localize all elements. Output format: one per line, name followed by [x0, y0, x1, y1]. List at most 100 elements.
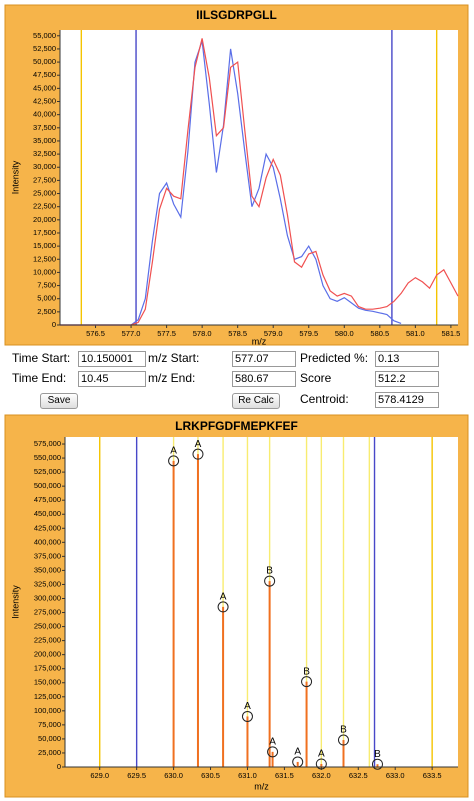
y-tick-label: 20,000	[33, 215, 56, 224]
x-tick-label: 581.5	[442, 329, 461, 338]
field-label: m/z End:	[148, 371, 196, 385]
y-tick-label: 550,000	[34, 453, 61, 462]
y-tick-label: 575,000	[34, 439, 61, 448]
x-tick-label: 578.0	[193, 329, 212, 338]
y-tick-label: 5,000	[37, 294, 56, 303]
y-tick-label: 17,500	[33, 228, 56, 237]
y-tick-label: 25,000	[33, 189, 56, 198]
field-label: Predicted %:	[300, 351, 369, 365]
y-tick-label: 200,000	[34, 650, 61, 659]
x-tick-label: 576.5	[86, 329, 105, 338]
y-tick-label: 47,500	[33, 70, 56, 79]
peak-marker	[264, 575, 276, 587]
peak-label: B	[340, 725, 347, 736]
y-tick-label: 52,500	[33, 44, 56, 53]
peak-label: A	[294, 747, 301, 758]
y-tick-label: 32,500	[33, 149, 56, 158]
y-tick-label: 10,000	[33, 267, 56, 276]
peak-marker	[315, 758, 327, 770]
x-tick-label: 631.0	[238, 771, 257, 780]
x-tick-label: 632.5	[349, 771, 368, 780]
plot-area	[65, 437, 458, 767]
y-tick-label: 425,000	[34, 523, 61, 532]
peak-label: A	[220, 592, 227, 603]
button[interactable]: Save	[40, 393, 78, 409]
field-label: Time Start:	[12, 351, 71, 365]
x-tick-label: 580.5	[370, 329, 389, 338]
y-tick-label: 42,500	[33, 96, 56, 105]
y-tick-label: 40,000	[33, 110, 56, 119]
y-tick-label: 250,000	[34, 622, 61, 631]
y-tick-label: 15,000	[33, 241, 56, 250]
x-tick-label: 579.5	[299, 329, 318, 338]
text-input[interactable]: 512.2	[375, 371, 439, 387]
y-tick-label: 225,000	[34, 636, 61, 645]
chart-title: IILSGDRPGLL	[196, 8, 277, 22]
y-tick-label: 325,000	[34, 579, 61, 588]
y-tick-label: 50,000	[38, 734, 61, 743]
button[interactable]: Re Calc	[232, 393, 280, 409]
text-input[interactable]: 10.150001	[78, 351, 146, 367]
field-label: m/z Start:	[148, 351, 200, 365]
text-input[interactable]: 577.07	[232, 351, 296, 367]
x-tick-label: 629.0	[90, 771, 109, 780]
x-axis-label: m/z	[252, 336, 267, 346]
x-tick-label: 632.0	[312, 771, 331, 780]
y-tick-label: 35,000	[33, 136, 56, 145]
y-tick-label: 450,000	[34, 509, 61, 518]
y-tick-label: 2,500	[37, 307, 56, 316]
peak-marker	[371, 758, 383, 770]
y-tick-label: 100,000	[34, 706, 61, 715]
y-tick-label: 75,000	[38, 720, 61, 729]
x-tick-label: 580.0	[335, 329, 354, 338]
y-tick-label: 27,500	[33, 175, 56, 184]
text-input[interactable]: 578.4129	[375, 392, 439, 408]
y-tick-label: 45,000	[33, 83, 56, 92]
peak-label: A	[244, 701, 251, 712]
x-tick-label: 631.5	[275, 771, 294, 780]
peak-marker	[241, 710, 253, 722]
y-tick-label: 375,000	[34, 551, 61, 560]
peak-label: A	[170, 446, 177, 457]
text-input[interactable]: 10.45	[78, 371, 146, 387]
field-label: Centroid:	[300, 392, 349, 406]
peak-label: B	[266, 566, 273, 577]
chart-title: LRKPFGDFMEPKFEF	[175, 419, 298, 433]
x-tick-label: 633.5	[423, 771, 442, 780]
peak-label: A	[269, 736, 276, 747]
y-tick-label: 22,500	[33, 202, 56, 211]
y-tick-label: 350,000	[34, 565, 61, 574]
x-tick-label: 630.0	[164, 771, 183, 780]
peak-marker	[168, 455, 180, 467]
y-tick-label: 0	[57, 762, 61, 771]
y-axis-label: Intensity	[10, 160, 20, 194]
x-axis-label: m/z	[254, 781, 269, 791]
x-tick-label: 629.5	[127, 771, 146, 780]
y-tick-label: 12,500	[33, 254, 56, 263]
peak-marker	[217, 601, 229, 613]
y-tick-label: 30,000	[33, 162, 56, 171]
plot-area	[60, 30, 458, 325]
x-tick-label: 579.0	[264, 329, 283, 338]
y-tick-label: 275,000	[34, 608, 61, 617]
peak-marker	[267, 746, 279, 758]
x-tick-label: 630.5	[201, 771, 220, 780]
y-tick-label: 25,000	[38, 748, 61, 757]
field-label: Score	[300, 371, 332, 385]
y-tick-label: 0	[52, 320, 56, 329]
text-input[interactable]: 0.13	[375, 351, 439, 367]
y-tick-label: 400,000	[34, 537, 61, 546]
y-tick-label: 50,000	[33, 57, 56, 66]
peak-label: B	[303, 666, 310, 677]
y-tick-label: 500,000	[34, 481, 61, 490]
field-label: Time End:	[12, 371, 67, 385]
x-tick-label: 633.0	[386, 771, 405, 780]
y-tick-label: 475,000	[34, 495, 61, 504]
y-tick-label: 7,500	[37, 281, 56, 290]
text-input[interactable]: 580.67	[232, 371, 296, 387]
x-tick-label: 577.5	[157, 329, 176, 338]
y-tick-label: 37,500	[33, 123, 56, 132]
x-tick-label: 578.5	[228, 329, 247, 338]
